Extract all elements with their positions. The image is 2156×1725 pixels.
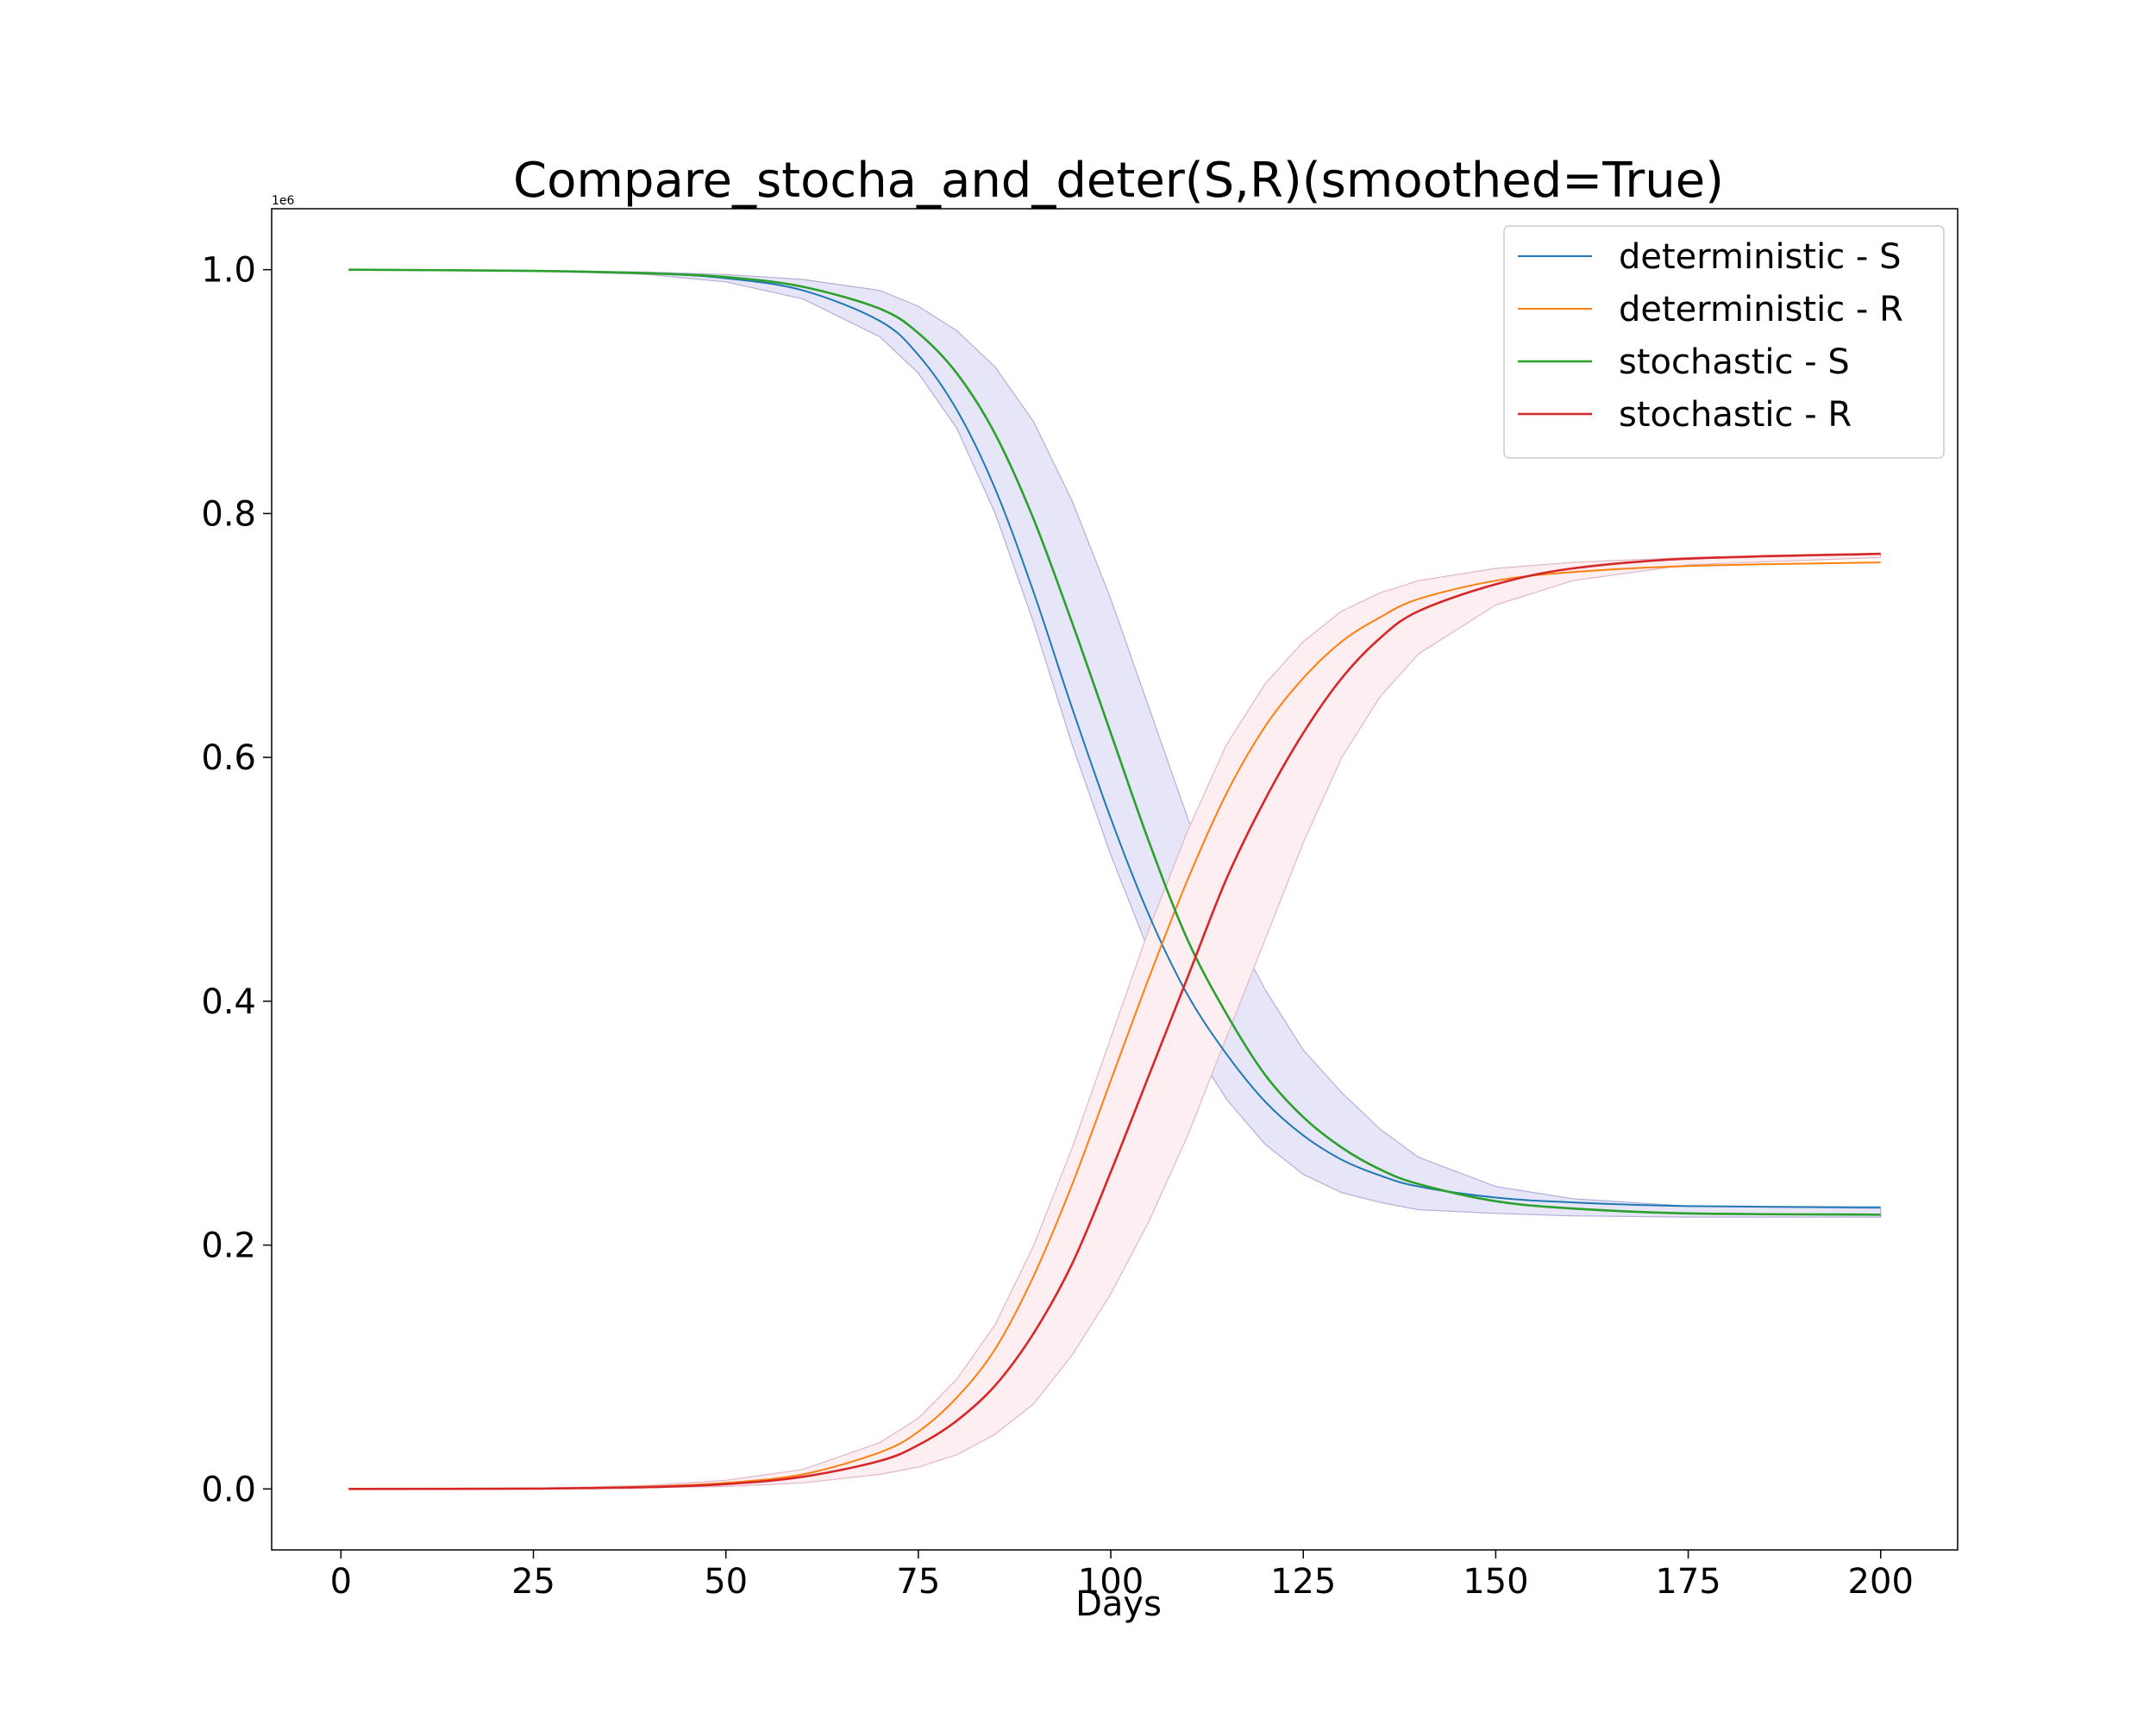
x-tick-label: 125 [1270,1562,1336,1602]
x-tick-label: 75 [896,1562,940,1602]
legend: deterministic - S deterministic - R stocha… [1503,225,1945,459]
series-lines [348,268,1881,1490]
y-tick-label: 0.2 [201,1226,256,1266]
y-tick-label: 0.0 [201,1470,256,1509]
legend-label: deterministic - S [1619,237,1901,277]
x-tick-label: 200 [1848,1562,1914,1602]
y-tick-label: 0.8 [201,494,256,534]
legend-label: stochastic - R [1619,395,1852,435]
legend-label: deterministic - R [1619,290,1903,329]
chart-title: Compare_stocha_and_deter(S,R)(smoothed=T… [513,153,1724,209]
plot-frame [271,208,1959,1551]
x-tick-label: 150 [1463,1562,1528,1602]
legend-box [1503,225,1945,459]
y-offset-label: 1e6 [272,194,295,208]
x-axis-label: Days [1075,1584,1162,1624]
x-tick-label: 175 [1655,1562,1720,1602]
x-tick-label: 0 [330,1562,352,1602]
y-tick-label: 1.0 [201,251,256,291]
series-line-deterministic-s [348,268,1881,1208]
y-tick-label: 0.4 [201,982,256,1022]
legend-label: stochastic - S [1619,342,1850,382]
series-line-stochastic-s [348,268,1881,1216]
series-line-stochastic-r [348,552,1881,1490]
y-tick-label: 0.6 [201,738,256,778]
x-tick-label: 50 [704,1562,748,1602]
x-tick-label: 25 [511,1562,555,1602]
confidence-band-2 [348,553,1882,1490]
axes: 0 25 50 75 100 125 150 175 200 0.0 0.2 0.4 0.6 0.8 1.0 [201,208,1959,1602]
x-tick-label: 100 [1078,1562,1144,1602]
series-line-deterministic-r [348,561,1881,1490]
